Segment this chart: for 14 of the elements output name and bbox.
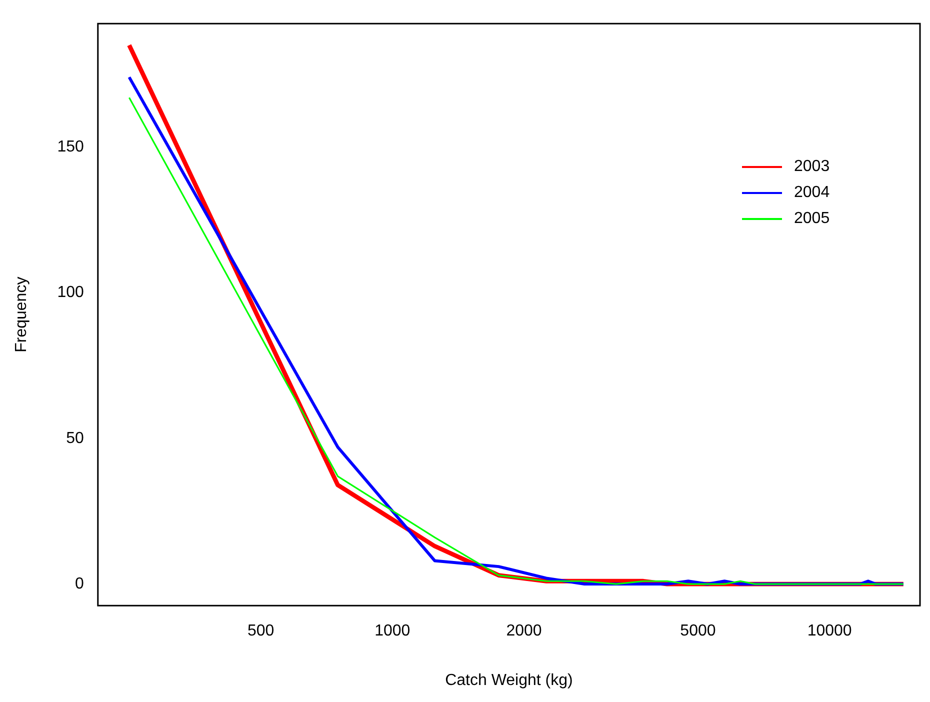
y-tick-label: 50	[66, 430, 84, 447]
legend-label: 2003	[794, 156, 830, 177]
legend-label: 2004	[794, 182, 830, 203]
y-tick-label: 100	[57, 284, 84, 302]
legend-label: 2005	[794, 208, 830, 229]
x-tick-label: 2000	[506, 622, 542, 640]
x-tick-label: 5000	[680, 622, 716, 640]
x-tick-label: 1000	[374, 622, 410, 640]
x-tick-label: 500	[247, 622, 274, 640]
y-tick-label: 0	[74, 575, 84, 592]
x-axis-title: Catch Weight (kg)	[445, 672, 573, 689]
y-tick-label: 150	[57, 138, 84, 156]
y-axis-title: Frequency	[13, 276, 30, 352]
x-tick-label: 10000	[807, 622, 852, 640]
